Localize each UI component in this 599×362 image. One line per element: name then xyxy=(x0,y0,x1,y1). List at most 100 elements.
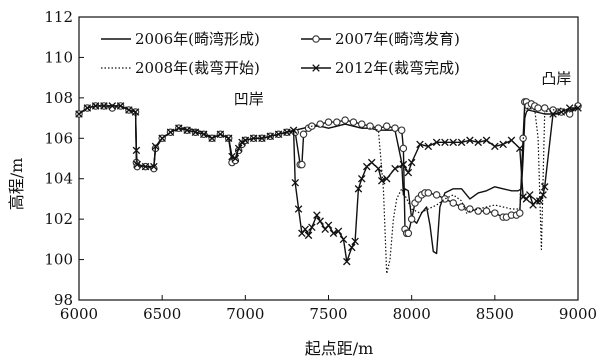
series-layer xyxy=(75,98,582,275)
data-point xyxy=(382,174,391,183)
data-point xyxy=(299,130,308,138)
data-point xyxy=(526,191,534,199)
data-point xyxy=(191,128,200,136)
data-point xyxy=(333,118,341,126)
data-point xyxy=(358,174,366,183)
legend-item: 2007年(畸湾发育) xyxy=(301,30,460,48)
data-point xyxy=(249,134,258,143)
data-point xyxy=(466,205,474,213)
x-tick-label: 8500 xyxy=(476,305,514,323)
data-point xyxy=(238,138,246,147)
data-point xyxy=(516,144,524,153)
data-point xyxy=(491,209,499,217)
data-point xyxy=(274,130,283,139)
y-tick-label: 100 xyxy=(44,251,73,269)
data-point xyxy=(291,178,299,187)
legend-item: 2012年(裁弯完成) xyxy=(301,59,460,77)
data-point xyxy=(354,185,363,193)
data-point xyxy=(366,122,374,130)
data-point xyxy=(351,237,359,246)
data-point xyxy=(133,160,141,169)
data-point xyxy=(404,168,413,177)
data-point xyxy=(224,134,233,143)
data-point xyxy=(304,231,313,240)
legend-label: 2012年(裁弯完成) xyxy=(335,59,460,77)
data-point xyxy=(432,138,441,147)
legend-label: 2006年(畸湾形成) xyxy=(135,30,260,48)
data-point xyxy=(491,142,499,151)
data-point xyxy=(407,158,416,167)
data-point xyxy=(231,154,240,163)
data-point xyxy=(75,110,83,118)
legend-item: 2008年(裁弯开始) xyxy=(101,59,260,77)
data-point xyxy=(83,104,92,112)
data-point xyxy=(441,195,449,203)
data-point xyxy=(449,199,457,207)
x-tick-label: 6500 xyxy=(143,305,181,323)
data-point xyxy=(294,205,303,213)
data-point xyxy=(301,225,309,234)
data-point xyxy=(574,104,582,112)
data-point xyxy=(391,164,399,173)
y-tick-label: 112 xyxy=(44,8,73,26)
data-point xyxy=(324,221,333,229)
series-line xyxy=(78,105,578,263)
data-point xyxy=(377,176,386,185)
series-4 xyxy=(75,102,582,266)
x-tick-label: 8000 xyxy=(393,305,431,323)
series-line xyxy=(78,105,579,275)
data-point xyxy=(482,207,491,215)
series-3 xyxy=(78,105,579,275)
data-point xyxy=(308,223,316,231)
data-point xyxy=(482,136,491,145)
y-tick-label: 110 xyxy=(44,48,73,66)
data-point xyxy=(424,142,433,151)
data-point xyxy=(539,191,547,199)
data-point xyxy=(374,164,383,173)
data-point xyxy=(535,197,544,205)
data-point xyxy=(432,191,441,199)
x-tick-label: 7500 xyxy=(309,305,347,323)
data-point xyxy=(457,138,466,147)
legend-label: 2007年(畸湾发育) xyxy=(335,30,460,48)
x-axis-label: 起点距/m xyxy=(305,339,374,358)
x-tick-label: 7000 xyxy=(226,305,264,323)
data-point xyxy=(516,209,524,217)
data-point xyxy=(175,124,183,132)
data-point xyxy=(441,138,449,147)
data-point xyxy=(241,136,250,145)
annotations: 凹岸 凸岸 xyxy=(234,70,572,108)
y-tick-label: 104 xyxy=(44,170,73,188)
data-point xyxy=(349,118,358,126)
data-point xyxy=(125,106,133,114)
data-point xyxy=(404,229,413,238)
data-point xyxy=(289,126,298,134)
data-point xyxy=(449,138,458,147)
data-point xyxy=(91,102,100,110)
annotation-label: 凹岸 xyxy=(234,90,264,108)
data-point xyxy=(339,235,348,244)
data-point xyxy=(391,124,399,132)
data-point xyxy=(312,35,320,43)
data-point xyxy=(397,126,406,134)
data-point xyxy=(166,128,175,136)
data-point xyxy=(499,140,507,149)
data-point xyxy=(208,134,216,143)
data-point xyxy=(132,146,141,155)
data-point xyxy=(457,203,466,211)
data-point xyxy=(158,134,166,143)
data-point xyxy=(565,110,574,118)
legend-item: 2006年(畸湾形成) xyxy=(101,30,260,48)
data-point xyxy=(519,193,527,201)
annotation-label: 凸岸 xyxy=(541,70,571,88)
data-point xyxy=(183,126,191,134)
data-point xyxy=(100,102,108,110)
data-point xyxy=(540,183,549,191)
data-point xyxy=(399,144,408,153)
data-point xyxy=(216,130,225,139)
data-point xyxy=(399,160,408,169)
y-tick-label: 108 xyxy=(44,89,73,107)
data-point xyxy=(228,152,236,161)
data-point xyxy=(565,104,574,112)
data-point xyxy=(507,136,516,145)
